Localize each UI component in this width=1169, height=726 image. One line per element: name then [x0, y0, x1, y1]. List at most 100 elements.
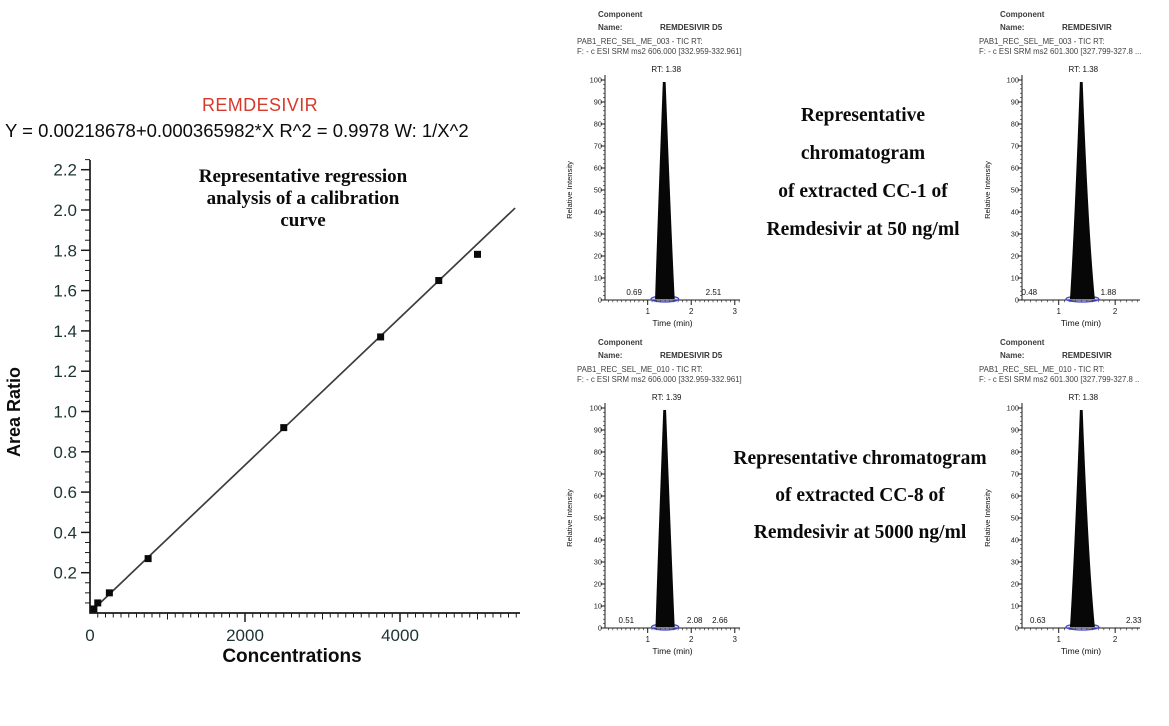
component-name: REMDESIVIR D5 — [660, 351, 723, 360]
x-tick-label: 4000 — [381, 626, 419, 645]
annotation-line: analysis of a calibration — [206, 188, 400, 209]
x-axis-title: Time (min) — [652, 646, 692, 656]
y-axis-title: Relative Intensity — [983, 161, 992, 219]
y-tick-label: 0.4 — [53, 523, 77, 542]
x-tick-label: 0 — [85, 626, 94, 645]
y-axis-title: Relative Intensity — [565, 489, 574, 547]
scan-filter-line: F: - c ESI SRM ms2 601.300 [327.799-327.… — [979, 374, 1140, 384]
y-tick-label: 40 — [1011, 208, 1019, 217]
annotation-line: Representative regression — [198, 166, 408, 187]
component-label: Component — [598, 338, 643, 347]
data-point — [435, 277, 443, 285]
scan-header: PAB1_REC_SEL_ME_003 - TIC RT: F: - c ESI… — [979, 37, 1142, 56]
x-tick-label: 2 — [1113, 635, 1118, 644]
y-tick-label: 1.0 — [53, 403, 77, 422]
data-point — [105, 589, 113, 597]
y-tick-label: 90 — [594, 426, 602, 435]
x-axis-title: Time (min) — [1061, 318, 1101, 328]
y-tick-label: 20 — [594, 580, 602, 589]
y-tick-label: 100 — [1007, 76, 1019, 85]
peak — [655, 82, 675, 299]
y-tick-label: 70 — [1011, 470, 1019, 479]
component-name: REMDESIVIR — [1062, 351, 1112, 360]
y-tick-label: 60 — [1011, 492, 1019, 501]
annotation-line: Remdesivir at 50 ng/ml — [766, 219, 960, 240]
x-tick-label: 1 — [1056, 307, 1061, 316]
y-tick-label: 90 — [1011, 98, 1019, 107]
y-tick-label: 80 — [594, 120, 602, 129]
rt-label: RT: 1.39 — [652, 393, 682, 402]
x-tick-label: 1 — [645, 307, 650, 316]
x-tick-label: 2 — [689, 307, 694, 316]
annotation-cc8: Representative chromatogram of extracted… — [732, 440, 988, 551]
chromatogram-panel-cc1-istd: Component Name: REMDESIVIR D5 PAB1_REC_S… — [560, 0, 767, 332]
baseline-time-label: 0.63 — [1030, 616, 1046, 625]
y-tick-label: 1.4 — [53, 322, 77, 341]
data-point — [90, 605, 98, 613]
rt-label: RT: 1.38 — [1068, 65, 1098, 74]
x-axis-title: Time (min) — [1061, 646, 1101, 656]
chromatogram-plot: 0 10 20 30 40 50 60 70 80 90 100 1 2 3 Time (min) Relat… — [565, 65, 740, 328]
data-point — [474, 250, 481, 258]
name-label: Name: — [598, 23, 623, 32]
y-tick-label: 20 — [594, 252, 602, 261]
name-label: Name: — [1000, 23, 1025, 32]
y-tick-label: 90 — [594, 98, 602, 107]
component-header: Component Name: REMDESIVIR D5 — [598, 8, 722, 34]
baseline-time-label: 0.51 — [619, 616, 635, 625]
y-tick-label: 20 — [1011, 580, 1019, 589]
y-tick-label: 60 — [1011, 164, 1019, 173]
scan-filter-line: F: - c ESI SRM ms2 606.000 [332.959-332.… — [577, 46, 742, 56]
y-tick-label: 2.0 — [53, 201, 77, 220]
calibration-annotation: Representative regression analysis of a … — [170, 166, 436, 232]
y-tick-label: 100 — [590, 76, 602, 85]
component-label: Component — [1000, 338, 1045, 347]
component-header: Component Name: REMDESIVIR — [1000, 336, 1112, 362]
component-header: Component Name: REMDESIVIR D5 — [598, 336, 722, 362]
chromatogram-panel-cc8-analyte: Component Name: REMDESIVIR PAB1_REC_SEL_… — [962, 328, 1169, 660]
x-tick-label: 2 — [1113, 307, 1118, 316]
annotation-line: curve — [280, 210, 326, 231]
y-tick-label: 40 — [1011, 536, 1019, 545]
baseline-time-label: 1.88 — [1101, 288, 1117, 297]
annotation-line: Remdesivir at 5000 ng/ml — [753, 522, 967, 543]
y-tick-label: 60 — [594, 492, 602, 501]
y-tick-label: 1.6 — [53, 282, 77, 301]
y-tick-label: 10 — [1011, 274, 1019, 283]
y-tick-label: 20 — [1011, 252, 1019, 261]
x-axis-title: Time (min) — [652, 318, 692, 328]
y-tick-label: 80 — [594, 448, 602, 457]
y-tick-label: 70 — [594, 470, 602, 479]
file-line: PAB1_REC_SEL_ME_010 - TIC RT: — [979, 365, 1105, 374]
data-point — [94, 599, 102, 607]
baseline-time-label: 2.33 — [1126, 616, 1142, 625]
y-tick-label: 0.8 — [53, 443, 77, 462]
file-line: PAB1_REC_SEL_ME_003 - TIC RT: — [979, 37, 1105, 46]
y-tick-label: 0 — [598, 296, 602, 305]
annotation-line: of extracted CC-1 of — [778, 181, 948, 202]
y-tick-label: 30 — [594, 558, 602, 567]
y-tick-label: 2.2 — [53, 161, 77, 180]
y-tick-label: 10 — [1011, 602, 1019, 611]
component-label: Component — [1000, 10, 1045, 19]
y-tick-label: 50 — [1011, 186, 1019, 195]
data-point — [280, 424, 288, 432]
x-tick-label: 1 — [645, 635, 650, 644]
component-label: Component — [598, 10, 643, 19]
x-tick-label: 2 — [689, 635, 694, 644]
file-line: PAB1_REC_SEL_ME_010 - TIC RT: — [577, 365, 703, 374]
annotation-line: Representative chromatogram — [733, 448, 987, 469]
y-axis-title: Area Ratio — [4, 367, 24, 457]
x-axis-title: Concentrations — [222, 646, 361, 667]
y-tick-label: 10 — [594, 602, 602, 611]
y-tick-label: 50 — [594, 514, 602, 523]
calibration-plot: 0.2 0.4 0.6 0.8 1.0 1.2 1.4 1.6 1.8 2.0 2.2 0 2000 40… — [4, 159, 520, 667]
y-tick-label: 50 — [1011, 514, 1019, 523]
scan-filter-line: F: - c ESI SRM ms2 606.000 [332.959-332.… — [577, 374, 742, 384]
name-label: Name: — [1000, 351, 1025, 360]
data-point — [144, 555, 152, 563]
chromatogram-plot: 0 10 20 30 40 50 60 70 80 90 100 1 2 3 Time (min) Relat… — [565, 393, 740, 656]
y-tick-label: 1.2 — [53, 362, 77, 381]
y-tick-label: 10 — [594, 274, 602, 283]
y-tick-label: 30 — [1011, 230, 1019, 239]
